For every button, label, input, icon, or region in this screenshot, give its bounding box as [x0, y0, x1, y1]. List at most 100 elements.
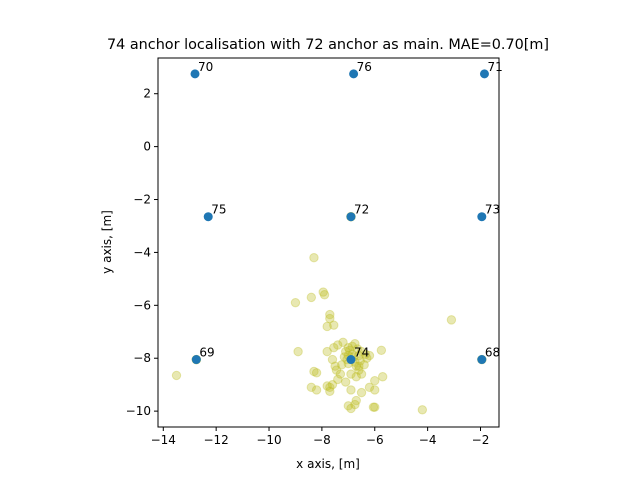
estimate-point: [318, 287, 328, 297]
estimate-point: [343, 342, 354, 353]
estimate-point: [368, 402, 379, 412]
anchor-point: [190, 69, 200, 79]
estimate-point: [346, 403, 356, 414]
x-tick-label: −14: [151, 433, 176, 447]
estimate-point: [354, 361, 364, 371]
x-tick-label: −6: [366, 433, 384, 447]
y-tick-label: −8: [133, 351, 151, 365]
estimate-point: [306, 382, 317, 393]
estimate-point: [360, 349, 371, 359]
estimate-point: [337, 360, 347, 370]
estimate-point: [364, 350, 375, 361]
estimate-point: [344, 345, 355, 355]
estimate-point: [370, 402, 380, 412]
x-tick-label: −2: [472, 433, 490, 447]
estimate-point: [325, 386, 335, 396]
estimate-point: [309, 253, 319, 263]
estimate-point: [325, 382, 335, 393]
estimate-point: [347, 341, 357, 352]
estimate-point: [417, 405, 428, 415]
anchor-point: [191, 355, 201, 365]
anchor-label: 69: [199, 346, 214, 360]
estimate-point: [306, 292, 317, 303]
anchor-point: [477, 212, 487, 222]
estimate-point: [171, 370, 182, 381]
estimate-point: [338, 337, 348, 348]
estimate-point: [329, 342, 339, 353]
estimate-point: [446, 315, 457, 325]
estimate-point: [364, 382, 375, 393]
anchor-label: 73: [485, 203, 500, 217]
anchor-label: 68: [485, 346, 500, 360]
anchor-label: 75: [211, 203, 226, 217]
anchor-point: [203, 212, 213, 222]
x-tick-label: −8: [313, 433, 331, 447]
estimate-point: [331, 365, 342, 375]
estimate-point: [325, 313, 335, 324]
estimate-point: [319, 290, 330, 300]
anchor-label: 74: [354, 346, 369, 360]
anchor-label: 71: [487, 60, 502, 74]
estimate-point: [352, 344, 363, 354]
y-tick-label: −10: [126, 404, 151, 418]
estimate-point: [309, 366, 319, 377]
estimate-point: [356, 387, 367, 398]
x-tick-label: −4: [419, 433, 437, 447]
estimate-point: [325, 309, 335, 320]
y-tick-label: −6: [133, 298, 151, 312]
x-axis-label: x axis, [m]: [296, 457, 360, 471]
y-axis-label: y axis, [m]: [100, 210, 114, 274]
estimate-point: [350, 338, 360, 349]
x-tick-label: −10: [256, 433, 281, 447]
ticks-layer: −14 −12 −10 −8 −6 −4 −2 −10 −8 −6 −4 −2 0 2: [126, 87, 490, 447]
estimate-point: [351, 361, 361, 371]
x-tick-label: −12: [203, 433, 228, 447]
plot-frame: [157, 57, 500, 428]
estimate-point: [293, 346, 303, 357]
estimate-point: [362, 353, 372, 363]
anchor-point: [479, 69, 489, 79]
estimate-point: [377, 372, 388, 382]
anchor-label: 70: [198, 60, 213, 74]
y-tick-label: −4: [133, 245, 151, 259]
estimate-point: [340, 346, 351, 357]
estimate-point: [327, 354, 338, 365]
estimate-point: [370, 385, 380, 395]
estimate-point: [354, 350, 364, 361]
anchor-label: 72: [354, 203, 369, 217]
estimate-point: [290, 297, 301, 308]
estimate-point: [359, 360, 369, 370]
anchor-point: [349, 69, 359, 79]
estimate-point: [333, 340, 343, 350]
anchor-label: 76: [357, 60, 372, 74]
estimate-point: [346, 385, 356, 395]
estimate-point: [351, 372, 361, 382]
estimate-point: [333, 374, 343, 385]
estimate-point: [376, 345, 387, 355]
estimate-point: [356, 346, 367, 357]
estimate-point: [329, 320, 339, 330]
estimate-point: [327, 379, 338, 390]
estimate-point: [350, 399, 360, 410]
estimate-point: [351, 395, 361, 406]
anchor-point: [346, 212, 356, 222]
anchor-point: [477, 355, 487, 365]
estimate-point: [354, 365, 364, 375]
y-tick-label: −2: [133, 193, 151, 207]
estimate-point: [322, 346, 332, 357]
estimate-point: [343, 401, 354, 411]
estimate-point: [311, 368, 322, 378]
y-tick-label: 2: [143, 87, 151, 101]
estimate-point: [346, 369, 356, 379]
estimate-point: [370, 376, 380, 386]
estimate-point: [330, 361, 340, 371]
chart-title: 74 anchor localisation with 72 anchor as…: [107, 37, 549, 53]
anchor-point: [346, 355, 356, 365]
estimate-point: [311, 385, 322, 395]
estimate-point: [340, 377, 351, 387]
estimate-point: [335, 369, 346, 379]
y-tick-label: 0: [143, 140, 151, 154]
estimate-point: [322, 321, 332, 332]
